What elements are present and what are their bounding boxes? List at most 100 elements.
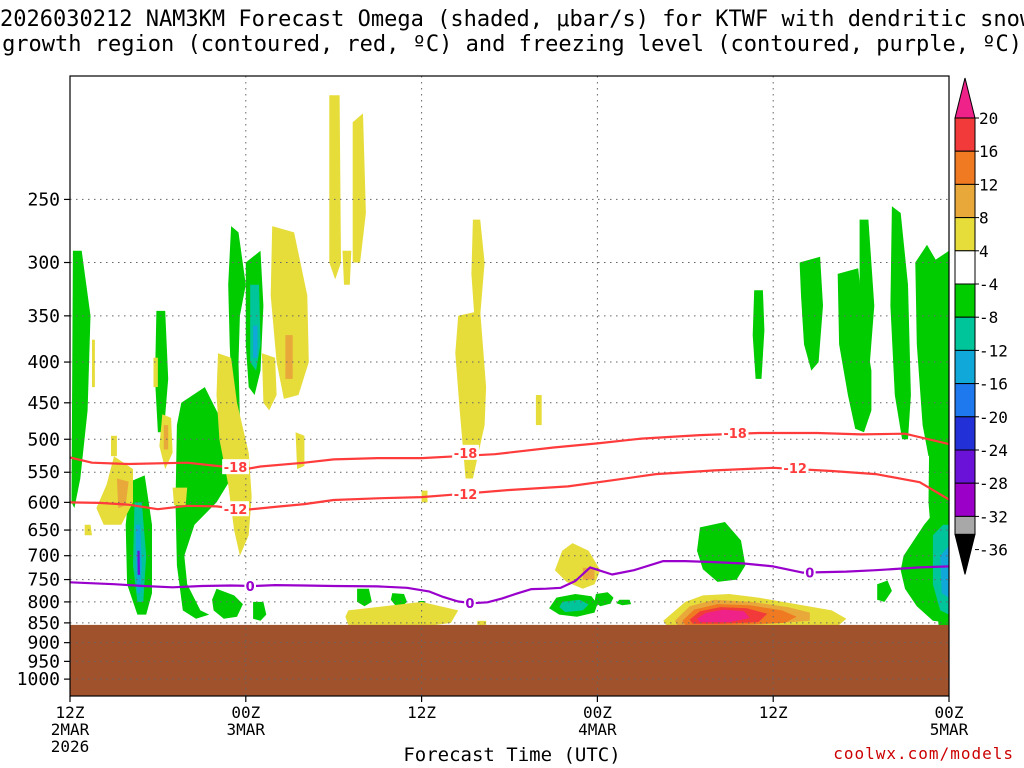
contour-label-bg [464, 595, 476, 611]
omega-region-20 [616, 599, 632, 606]
omega-region-0 [71, 250, 91, 509]
omega-shading [71, 95, 949, 627]
contour-label: 0 [805, 567, 814, 582]
x-tick-label: 4MAR [578, 720, 617, 739]
colorbar-swatch [954, 349, 976, 385]
grid-lines [70, 76, 949, 696]
omega-region-12 [212, 588, 243, 619]
contour-labels: -18 -18 -18 -12 -12 -12 0 0 0 [222, 424, 816, 612]
omega-region-6 [175, 387, 232, 619]
colorbar-swatch [954, 183, 976, 219]
colorbar-swatch [954, 150, 976, 185]
contour-label-bg [222, 501, 249, 517]
colorbar-label: -36 [979, 541, 1008, 560]
omega-region-35 [116, 478, 129, 509]
omega-region-57 [554, 543, 601, 589]
omega-region-41 [163, 425, 169, 450]
y-tick-label: 1000 [17, 669, 60, 690]
y-tick-label: 850 [27, 613, 60, 634]
omega-region-39 [153, 357, 158, 388]
x-tick-label: 3MAR [227, 720, 266, 739]
omega-region-50 [342, 250, 352, 285]
omega-region-51 [455, 310, 487, 479]
x-tick-label: 00Z [231, 703, 260, 722]
contour-label-bg [452, 444, 479, 460]
colorbar: 20 16 12 8 4 -4 -8 -12 -16 -20 -24 -28 -32 -36 [954, 77, 1008, 575]
x-tick-label: 5MAR [930, 720, 969, 739]
omega-region-19 [594, 592, 614, 607]
colorbar-label: 16 [979, 142, 998, 161]
credit-text: coolwx.com/models [833, 744, 1014, 763]
y-tick-label: 450 [27, 393, 60, 414]
contour-label: -18 [224, 461, 248, 476]
contour-label-bg [222, 459, 249, 475]
colorbar-swatch [954, 449, 976, 484]
omega-region-44 [270, 226, 309, 399]
y-tick-label: 500 [27, 429, 60, 450]
omega-region-37 [92, 339, 95, 388]
omega-region-47 [295, 432, 305, 470]
colorbar-swatch [954, 515, 976, 535]
x-tick-label: 00Z [935, 703, 964, 722]
y-tick-label: 950 [27, 651, 60, 672]
colorbar-swatch [954, 482, 976, 517]
contour-line-0 [70, 431, 949, 471]
x-tick-label: 2026 [51, 737, 90, 756]
omega-region-26 [890, 206, 911, 440]
omega-region-14 [357, 588, 372, 607]
omega-region-5 [155, 310, 169, 433]
colorbar-label: 4 [979, 242, 989, 261]
omega-region-54 [535, 395, 542, 426]
colorbar-label: -24 [979, 441, 1008, 460]
contour-label-bg [804, 564, 816, 580]
contour-label: 0 [246, 580, 255, 595]
y-tick-label: 350 [27, 306, 60, 327]
y-tick-label: 700 [27, 546, 60, 567]
colorbar-swatch [954, 283, 976, 318]
omega-region-32 [940, 545, 949, 598]
y-tick-label: 800 [27, 592, 60, 613]
omega-region-52 [471, 219, 485, 316]
colorbar-swatch [954, 316, 976, 351]
contour-label-bg [781, 459, 809, 475]
colorbar-bottom-triangle [954, 533, 976, 575]
omega-region-4 [137, 550, 140, 575]
omega-region-25 [859, 219, 875, 363]
y-tick-label: 750 [27, 570, 60, 591]
x-tick-label: 00Z [583, 703, 612, 722]
colorbar-label: 8 [979, 209, 989, 228]
omega-region-15 [390, 593, 407, 608]
y-tick-label: 250 [27, 189, 60, 210]
chart-title-line2: growth region (contoured, red, ºC) and f… [2, 32, 1022, 57]
colorbar-label: 20 [979, 109, 998, 128]
omega-region-55 [345, 601, 459, 627]
omega-region-13 [253, 601, 267, 621]
colorbar-label: 12 [979, 175, 998, 194]
x-axis-label: Forecast Time (UTC) [403, 744, 621, 766]
colorbar-label: -12 [979, 341, 1008, 360]
y-tick-label: 300 [27, 253, 60, 274]
contour-label-bg [452, 486, 479, 502]
omega-region-21 [697, 522, 746, 582]
omega-region-30 [877, 580, 892, 602]
chart-title-line1: 2026030212 NAM3KM Forecast Omega (shaded… [0, 7, 1024, 32]
omega-region-43 [172, 487, 188, 506]
colorbar-swatch [954, 117, 976, 152]
omega-region-18 [559, 599, 589, 613]
colorbar-swatch [954, 383, 976, 418]
y-tick-label: 650 [27, 520, 60, 541]
x-tick-label: 12Z [759, 703, 788, 722]
omega-region-34 [96, 456, 133, 525]
omega-region-22 [752, 290, 765, 379]
omega-region-63 [697, 609, 750, 623]
y-tick-label: 550 [27, 462, 60, 483]
omega-region-46 [261, 353, 277, 411]
omega-region-38 [111, 435, 117, 457]
contour-label: -12 [454, 488, 478, 503]
colorbar-label: -28 [979, 474, 1008, 493]
omega-region-24 [837, 268, 872, 433]
colorbar-label: -20 [979, 408, 1008, 427]
plot-frame [69, 75, 950, 697]
contour-label: -12 [224, 503, 248, 518]
